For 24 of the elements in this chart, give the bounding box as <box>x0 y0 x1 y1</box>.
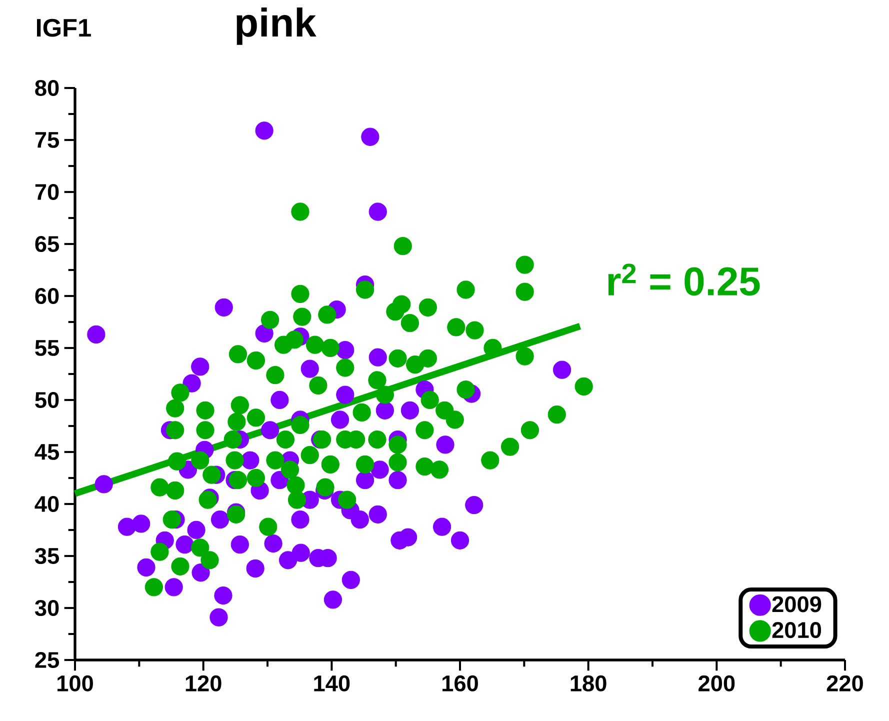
y-tick-label: 70 <box>35 184 59 200</box>
y-tick-label: 75 <box>35 132 60 148</box>
y-axis-title: IGF1 <box>37 18 91 37</box>
y-tick-label: 50 <box>35 392 59 408</box>
y-tick-label: 25 <box>35 652 60 668</box>
y-tick-label: 65 <box>35 236 60 252</box>
chart-title: pink <box>236 8 316 45</box>
y-tick-label: 80 <box>35 80 59 96</box>
y-tick-label: 35 <box>34 548 60 564</box>
y-tick-label: 60 <box>35 288 59 304</box>
x-tick-label: 140 <box>314 675 350 692</box>
x-tick-label: 200 <box>698 675 735 692</box>
y-tick-label: 30 <box>34 600 59 616</box>
x-tick-label: 120 <box>186 675 222 692</box>
x-tick-label: 100 <box>58 675 93 692</box>
legend-label: 2010 <box>772 622 822 638</box>
y-tick-label: 40 <box>34 496 59 512</box>
y-tick-label: 45 <box>34 444 60 460</box>
x-tick-label: 180 <box>570 675 606 692</box>
legend-label: 2009 <box>772 596 822 612</box>
x-tick-label: 220 <box>826 675 863 692</box>
annotation: r$^{2}$ = 0.25 <box>608 264 760 296</box>
x-tick-label: 160 <box>442 675 478 692</box>
y-tick-label: 55 <box>35 340 60 356</box>
